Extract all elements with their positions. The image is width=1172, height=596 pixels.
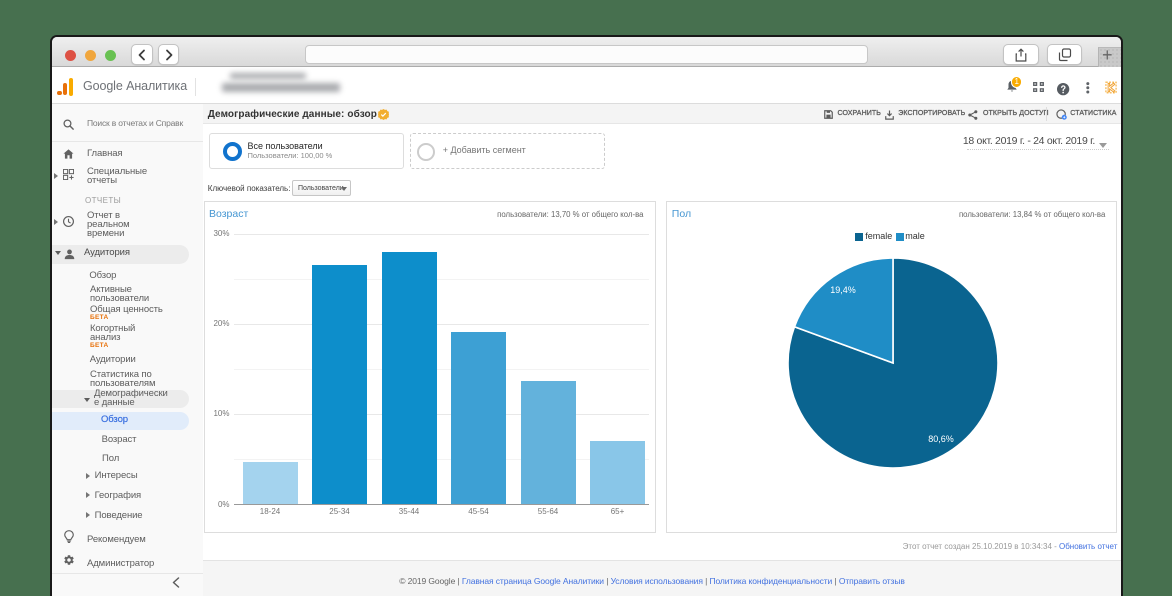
svg-text:19,4%: 19,4%: [831, 285, 857, 295]
svg-text:80,6%: 80,6%: [929, 434, 955, 444]
